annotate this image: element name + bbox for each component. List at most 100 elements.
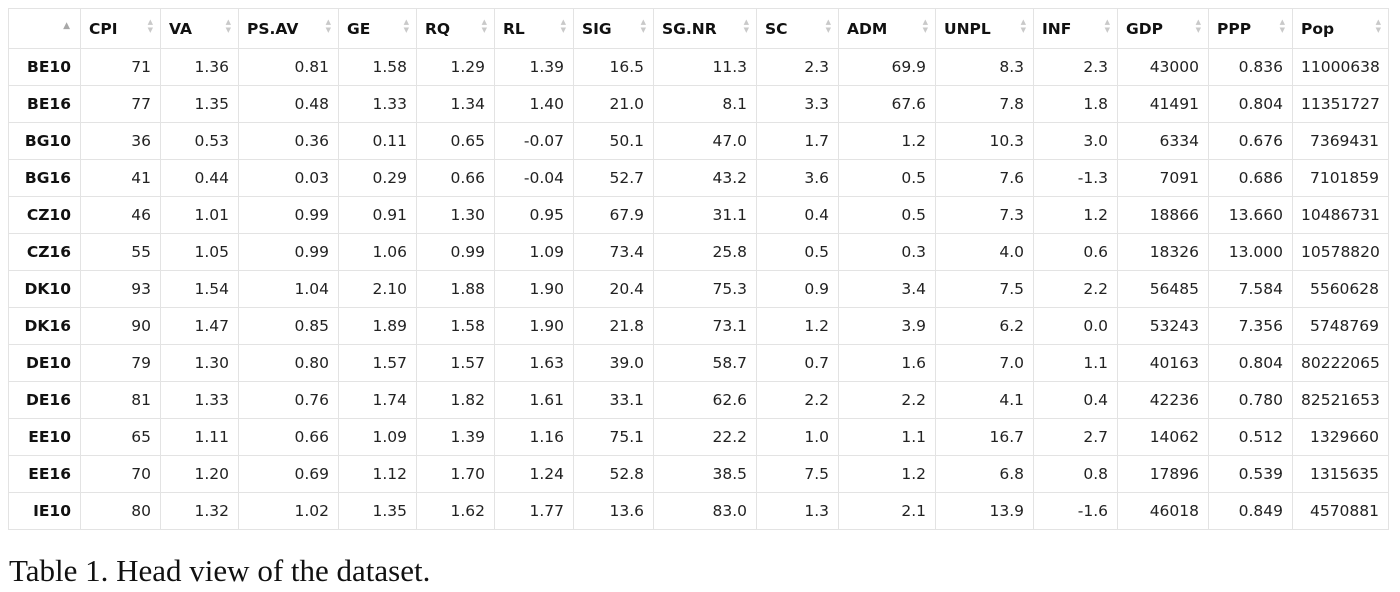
sort-up-icon[interactable]: ▲ xyxy=(63,21,70,31)
table-cell: 93 xyxy=(80,270,161,308)
sort-arrows-icon[interactable]: ▲ ▼ xyxy=(641,18,646,34)
sort-descending-icon[interactable]: ▼ xyxy=(825,26,831,34)
table-cell: 18326 xyxy=(1117,233,1209,271)
sort-descending-icon[interactable]: ▼ xyxy=(1104,26,1110,34)
table-cell: 1.8 xyxy=(1033,85,1118,123)
sort-arrows-icon[interactable]: ▲ ▼ xyxy=(1021,18,1026,34)
table-cell: 2.10 xyxy=(338,270,417,308)
table-cell: 90 xyxy=(80,307,161,345)
column-header-rl[interactable]: RL ▲ ▼ xyxy=(494,8,574,49)
table-cell: 1.58 xyxy=(416,307,495,345)
table-cell: 7.5 xyxy=(756,455,839,493)
column-header-label: INF xyxy=(1042,19,1072,38)
table-cell: 77 xyxy=(80,85,161,123)
column-header-va[interactable]: VA ▲ ▼ xyxy=(160,8,239,49)
sort-arrows-icon[interactable]: ▲ ▼ xyxy=(744,18,749,34)
row-label: CZ10 xyxy=(8,196,81,234)
table-row: DE16 81 1.33 0.76 1.74 1.82 1.61 33.1 62.6 2.2 2.2… xyxy=(8,381,1389,419)
sort-ascending-icon[interactable]: ▲ xyxy=(225,18,231,26)
table-cell: 1.39 xyxy=(416,418,495,456)
column-header-label: PS.AV xyxy=(247,19,299,38)
sort-ascending-icon[interactable]: ▲ xyxy=(403,18,409,26)
table-cell: 1.30 xyxy=(160,344,239,382)
sort-ascending-icon[interactable]: ▲ xyxy=(560,18,566,26)
table-cell: 6334 xyxy=(1117,122,1209,160)
column-header-adm[interactable]: ADM ▲ ▼ xyxy=(838,8,936,49)
table-cell: 65 xyxy=(80,418,161,456)
sort-arrows-icon[interactable]: ▲ ▼ xyxy=(1280,18,1285,34)
table-cell: 0.804 xyxy=(1208,85,1293,123)
column-header-sig[interactable]: SIG ▲ ▼ xyxy=(573,8,654,49)
sort-descending-icon[interactable]: ▼ xyxy=(147,26,153,34)
column-header-sc[interactable]: SC ▲ ▼ xyxy=(756,8,839,49)
table-cell: 0.66 xyxy=(238,418,339,456)
sort-descending-icon[interactable]: ▼ xyxy=(1020,26,1026,34)
sort-descending-icon[interactable]: ▼ xyxy=(922,26,928,34)
table-cell: 7.6 xyxy=(935,159,1034,197)
column-header-inf[interactable]: INF ▲ ▼ xyxy=(1033,8,1118,49)
table-cell: 62.6 xyxy=(653,381,757,419)
table-cell: -0.04 xyxy=(494,159,574,197)
column-header-sg-nr[interactable]: SG.NR ▲ ▼ xyxy=(653,8,757,49)
sort-arrows-icon[interactable]: ▲ ▼ xyxy=(1376,18,1381,34)
column-header-unpl[interactable]: UNPL ▲ ▼ xyxy=(935,8,1034,49)
column-header-cpi[interactable]: CPI ▲ ▼ xyxy=(80,8,161,49)
sort-arrows-icon[interactable]: ▲ ▼ xyxy=(1196,18,1201,34)
sort-ascending-icon[interactable]: ▲ xyxy=(1375,18,1381,26)
sort-ascending-icon[interactable]: ▲ xyxy=(1104,18,1110,26)
table-cell: 1.29 xyxy=(416,48,495,86)
data-table-container: ▲ CPI ▲ ▼ VA ▲ ▼ PS.AV ▲ ▼ GE ▲ ▼ RQ ▲ ▼ RL ▲ ▼ SIG ▲ ▼ SG.NR… xyxy=(8,8,1389,530)
column-header-ge[interactable]: GE ▲ ▼ xyxy=(338,8,417,49)
sort-descending-icon[interactable]: ▼ xyxy=(325,26,331,34)
column-header-ps-av[interactable]: PS.AV ▲ ▼ xyxy=(238,8,339,49)
table-cell: 2.2 xyxy=(756,381,839,419)
column-header-gdp[interactable]: GDP ▲ ▼ xyxy=(1117,8,1209,49)
table-cell: 43000 xyxy=(1117,48,1209,86)
sort-ascending-icon[interactable]: ▲ xyxy=(325,18,331,26)
sort-arrows-icon[interactable]: ▲ ▼ xyxy=(226,18,231,34)
column-header-pop[interactable]: Pop ▲ ▼ xyxy=(1292,8,1389,49)
sort-ascending-icon[interactable]: ▲ xyxy=(481,18,487,26)
column-header-ppp[interactable]: PPP ▲ ▼ xyxy=(1208,8,1293,49)
table-cell: 1.7 xyxy=(756,122,839,160)
table-cell: 7.0 xyxy=(935,344,1034,382)
sort-descending-icon[interactable]: ▼ xyxy=(560,26,566,34)
table-row: BG16 41 0.44 0.03 0.29 0.66 -0.04 52.7 43.2 3.6 0.… xyxy=(8,159,1389,197)
sort-descending-icon[interactable]: ▼ xyxy=(743,26,749,34)
sort-ascending-icon[interactable]: ▲ xyxy=(640,18,646,26)
sort-descending-icon[interactable]: ▼ xyxy=(1195,26,1201,34)
table-cell: 43.2 xyxy=(653,159,757,197)
sort-ascending-icon[interactable]: ▲ xyxy=(743,18,749,26)
sort-arrows-icon[interactable]: ▲ ▼ xyxy=(561,18,566,34)
sort-arrows-icon[interactable]: ▲ ▼ xyxy=(404,18,409,34)
table-cell: 1329660 xyxy=(1292,418,1389,456)
sort-ascending-icon[interactable]: ▲ xyxy=(147,18,153,26)
row-label: IE10 xyxy=(8,492,81,530)
sort-arrows-icon[interactable]: ▲ ▼ xyxy=(148,18,153,34)
sort-arrows-icon[interactable]: ▲ ▼ xyxy=(923,18,928,34)
table-cell: 1.11 xyxy=(160,418,239,456)
row-name-header[interactable]: ▲ xyxy=(8,8,81,49)
sort-arrows-icon[interactable]: ▲ ▼ xyxy=(826,18,831,34)
sort-descending-icon[interactable]: ▼ xyxy=(640,26,646,34)
table-cell: 10578820 xyxy=(1292,233,1389,271)
sort-ascending-icon[interactable]: ▲ xyxy=(1195,18,1201,26)
table-cell: 1.09 xyxy=(338,418,417,456)
sort-arrows-icon[interactable]: ▲ ▼ xyxy=(482,18,487,34)
table-cell: 31.1 xyxy=(653,196,757,234)
sort-ascending-icon[interactable]: ▲ xyxy=(922,18,928,26)
sort-arrows-icon[interactable]: ▲ ▼ xyxy=(1105,18,1110,34)
sort-descending-icon[interactable]: ▼ xyxy=(1279,26,1285,34)
sort-ascending-icon[interactable]: ▲ xyxy=(825,18,831,26)
sort-ascending-icon[interactable]: ▲ xyxy=(1279,18,1285,26)
table-cell: 3.3 xyxy=(756,85,839,123)
sort-descending-icon[interactable]: ▼ xyxy=(481,26,487,34)
table-cell: 0.676 xyxy=(1208,122,1293,160)
sort-ascending-icon[interactable]: ▲ xyxy=(1020,18,1026,26)
column-header-rq[interactable]: RQ ▲ ▼ xyxy=(416,8,495,49)
table-cell: 22.2 xyxy=(653,418,757,456)
sort-descending-icon[interactable]: ▼ xyxy=(403,26,409,34)
sort-arrows-icon[interactable]: ▲ ▼ xyxy=(326,18,331,34)
sort-descending-icon[interactable]: ▼ xyxy=(225,26,231,34)
sort-descending-icon[interactable]: ▼ xyxy=(1375,26,1381,34)
